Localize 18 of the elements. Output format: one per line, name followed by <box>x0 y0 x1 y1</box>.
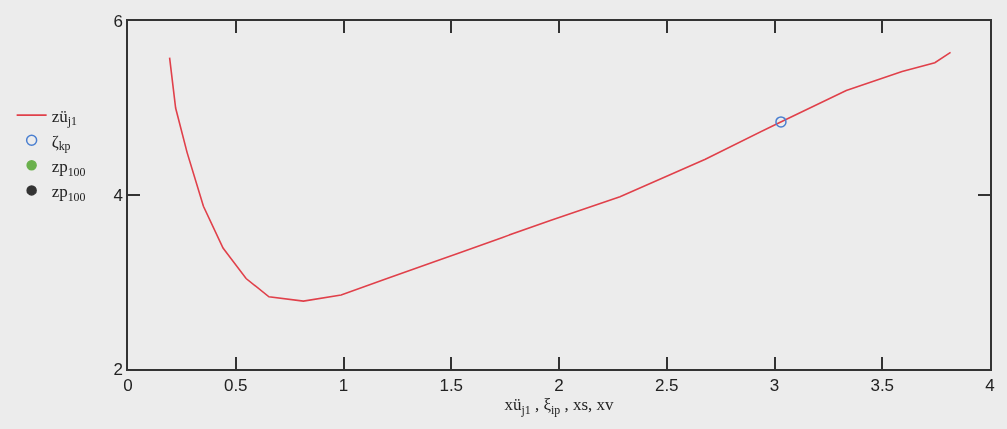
x-tick-label: 1 <box>338 376 349 396</box>
x-tick-label: 1.5 <box>439 376 464 396</box>
x-tick-label: 3 <box>769 376 780 396</box>
y-tick-label: 6 <box>113 11 123 31</box>
line-series <box>168 51 952 302</box>
legend-label: ζ$_{kp}$ <box>51 131 71 154</box>
y-tick-label: 4 <box>113 185 123 205</box>
x-tick-label: 2 <box>554 376 564 396</box>
y-tick-label: 2 <box>113 359 123 379</box>
x-axis-title: xü$_{j1}$ , ξ$_{ip}$ , xs, xv <box>504 395 615 417</box>
x-tick-label: 4 <box>985 376 995 396</box>
x-tick-label: 3.5 <box>870 376 895 396</box>
legend-label: zp$_{100}$ <box>51 156 86 179</box>
x-tick-label: 0 <box>123 376 133 396</box>
legend-label: zp$_{100}$ <box>51 182 86 204</box>
legend-label: zü$_{j1}$ <box>51 106 77 129</box>
x-tick-label: 0.5 <box>223 376 248 396</box>
x-tick-label: 2.5 <box>654 376 679 396</box>
